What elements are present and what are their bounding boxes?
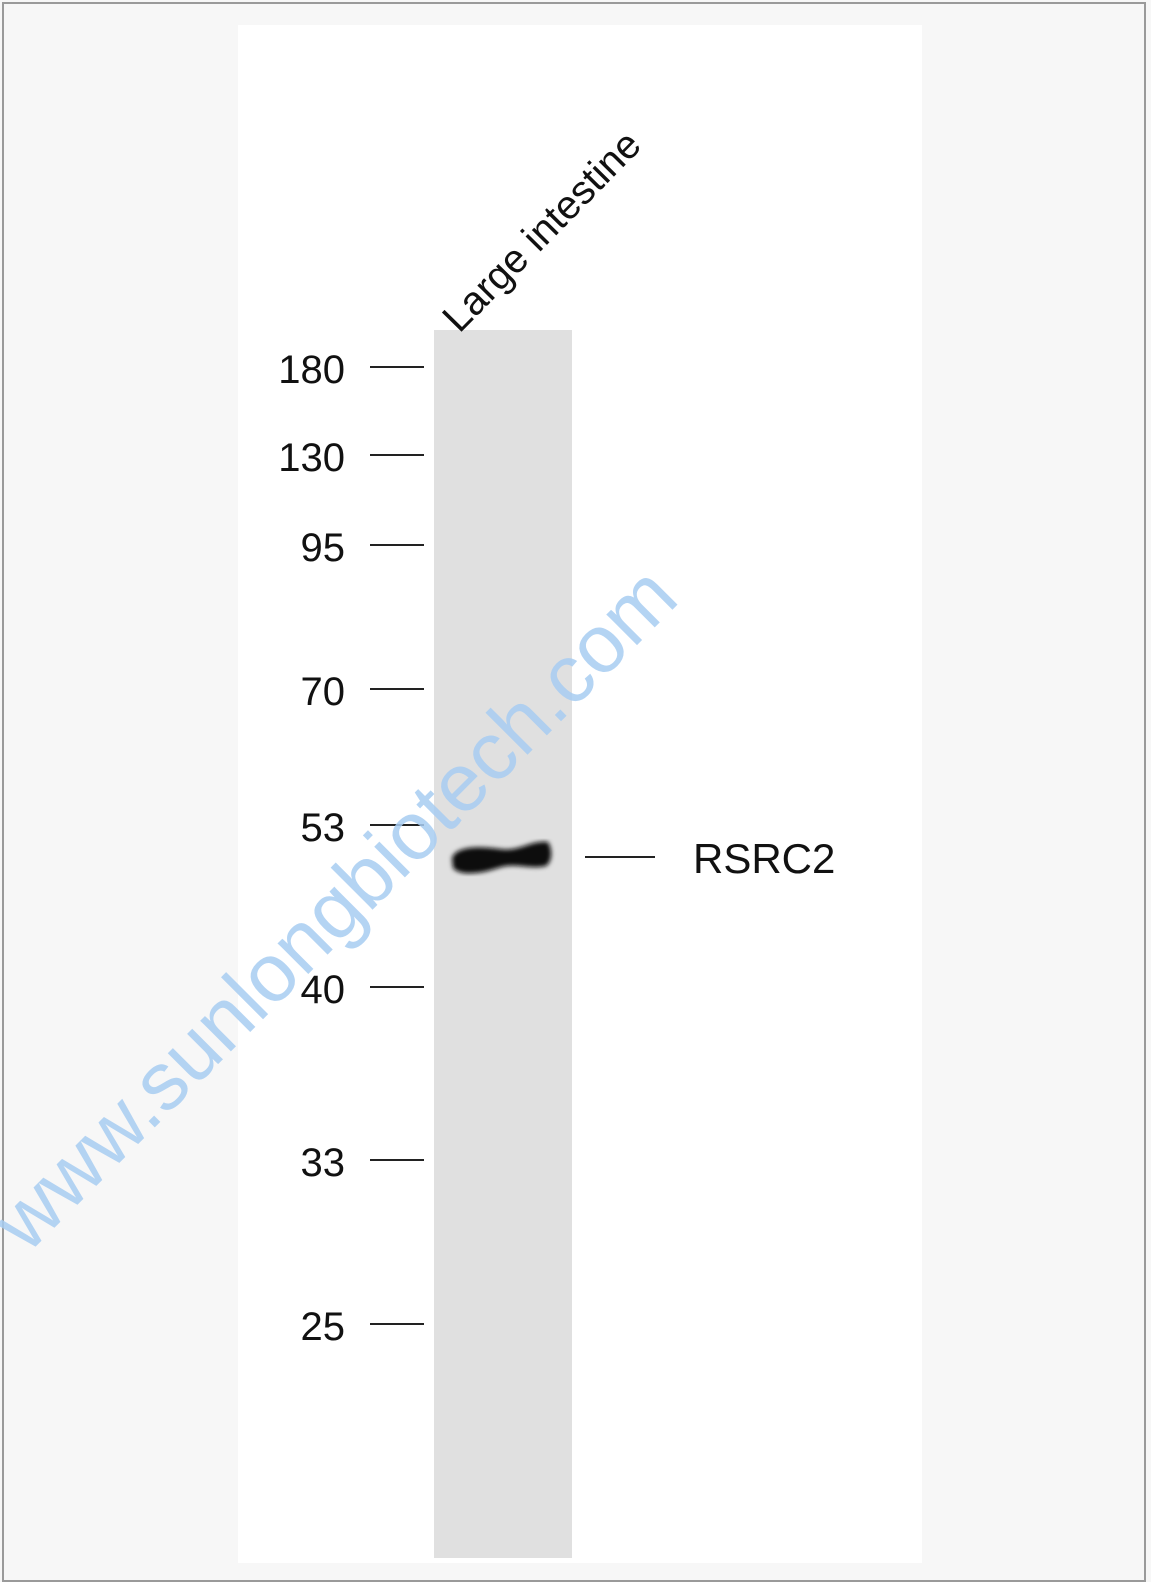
marker-label: 180 <box>205 350 345 390</box>
band-layer <box>0 0 1151 1563</box>
marker-tick <box>370 1159 424 1161</box>
marker-label: 130 <box>205 438 345 478</box>
band-indicator <box>585 856 655 858</box>
band-label: RSRC2 <box>693 838 835 880</box>
marker-label: 70 <box>205 672 345 712</box>
marker-tick <box>370 1323 424 1325</box>
marker-label: 25 <box>205 1307 345 1347</box>
band <box>452 842 551 874</box>
marker-tick <box>370 544 424 546</box>
marker-tick <box>370 366 424 368</box>
marker-label: 53 <box>205 808 345 848</box>
marker-tick <box>370 454 424 456</box>
page: Large intestine RSRC2 180130957053403325… <box>0 0 1151 1563</box>
marker-label: 33 <box>205 1143 345 1183</box>
marker-tick <box>370 986 424 988</box>
marker-label: 95 <box>205 528 345 568</box>
marker-tick <box>370 688 424 690</box>
